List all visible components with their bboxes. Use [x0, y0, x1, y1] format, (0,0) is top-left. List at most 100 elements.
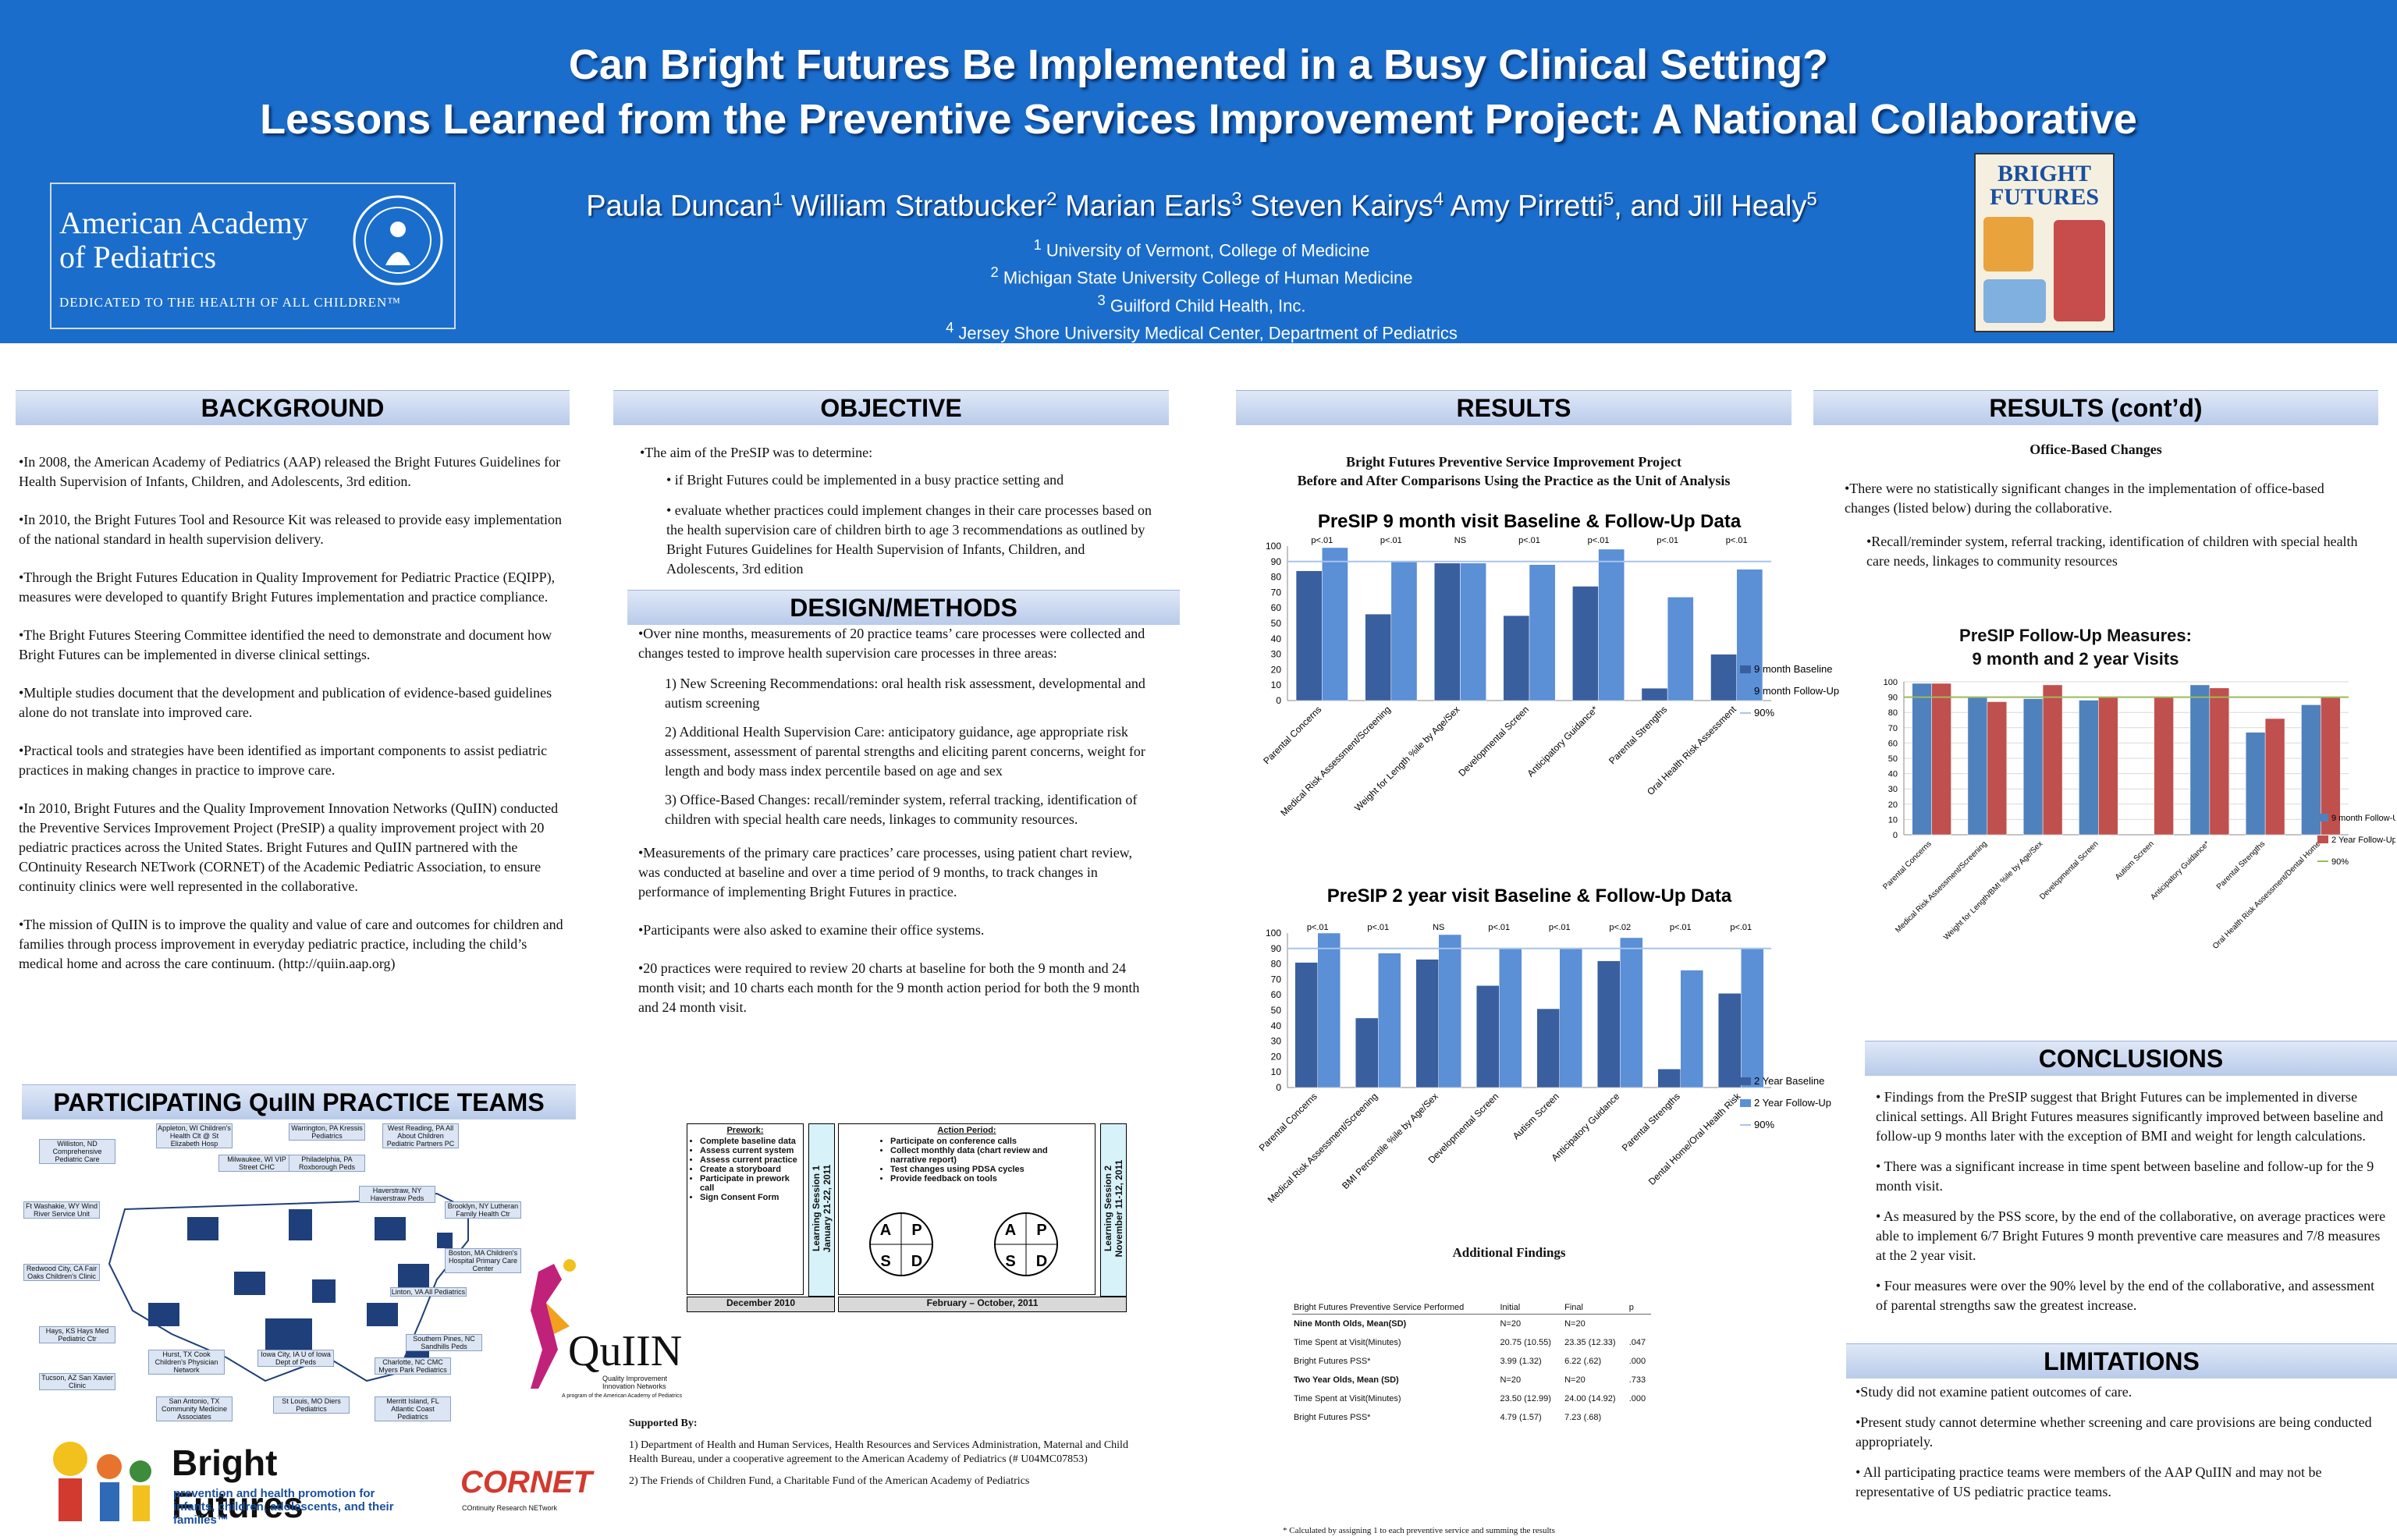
- practice-team-label: Tucson, AZ San Xavier Clinic: [39, 1373, 115, 1390]
- background-paragraph: •Practical tools and strategies have bee…: [19, 743, 548, 778]
- y-tick-label: 0: [1276, 1082, 1281, 1093]
- design-text: •Over nine months, measurements of 20 pr…: [638, 624, 1156, 1036]
- design-para-3: •20 practices were required to review 20…: [638, 960, 1140, 1015]
- bar: [1438, 934, 1462, 1088]
- affiliation-superscript: 1: [1033, 236, 1042, 253]
- pdsa-letter: A: [880, 1222, 891, 1239]
- bar: [1378, 953, 1401, 1088]
- legend-label: 9 month Follow-Up: [2331, 814, 2395, 823]
- y-tick-label: 80: [1271, 572, 1282, 583]
- y-tick-label: 100: [1266, 541, 1281, 552]
- x-category-label: Developmental Screen: [1456, 704, 1531, 779]
- y-tick-label: 90: [1271, 556, 1282, 567]
- objective-item-2: • evaluate whether practices could imple…: [666, 502, 1152, 577]
- conclusion-item: • Findings from the PreSIP suggest that …: [1876, 1089, 2384, 1144]
- additional-findings-title: Additional Findings: [1452, 1245, 1566, 1260]
- bright-futures-logo: Bright Futures prevention and health pro…: [39, 1435, 406, 1529]
- p-value-label: p<.01: [1307, 923, 1329, 932]
- poster-title-line2: Lessons Learned from the Preventive Serv…: [260, 96, 2137, 143]
- table-cell: 7.23 (.68): [1564, 1413, 1602, 1422]
- book-title-2: FUTURES: [1989, 184, 2100, 210]
- quiin-name: QuIIN: [568, 1327, 683, 1375]
- quiin-figure-icon: [531, 1259, 576, 1389]
- legend-label: 2 Year Baseline: [1754, 1075, 1824, 1087]
- bar: [2154, 697, 2174, 836]
- y-tick-label: 100: [1266, 928, 1281, 939]
- table-header-cell: Final: [1563, 1301, 1628, 1315]
- bar: [1529, 564, 1556, 701]
- followup-title-1: PreSIP Follow-Up Measures:: [1959, 626, 2192, 645]
- legend-label: 90%: [2331, 857, 2349, 867]
- background-text: •In 2008, the American Academy of Pediat…: [19, 452, 565, 992]
- table-cell: 6.22 (.62): [1564, 1357, 1602, 1366]
- bar: [1987, 701, 2008, 836]
- affiliation-text: American Academy of Pediatrics: [1084, 350, 1331, 371]
- design-para-2: •Participants were also asked to examine…: [638, 922, 985, 938]
- bar: [1967, 697, 1988, 836]
- supported-by: Supported By: 1) Department of Health an…: [629, 1417, 1128, 1489]
- bar: [1680, 970, 1704, 1088]
- x-category-label: Parental Concerns: [1261, 704, 1323, 766]
- affiliation-text: Michigan State University College of Hum…: [1003, 268, 1413, 288]
- table-row: Bright Futures PSS* 3.99 (1.32) 6.22 (.62)…: [1292, 1352, 1651, 1371]
- bright-futures-book-cover: BRIGHT FUTURES: [1974, 153, 2115, 332]
- table-header-cell: Bright Futures Preventive Service Perfor…: [1292, 1301, 1499, 1315]
- table-cell: .000: [1628, 1394, 1646, 1403]
- bar: [2321, 697, 2341, 836]
- p-value-label: p<.02: [1609, 923, 1631, 932]
- author-superscript: 5: [1603, 189, 1614, 210]
- x-category-label: Anticipatory Guidance*: [2149, 839, 2211, 902]
- legend-swatch: [1740, 1099, 1751, 1107]
- learning-session-2: Learning Session 2 November 11-12, 2011: [1100, 1123, 1127, 1297]
- affiliation-superscript: 5: [1072, 346, 1081, 364]
- pdsa-letter: A: [1005, 1222, 1016, 1239]
- table-cell: Nine Month Olds, Mean(SD): [1294, 1319, 1407, 1329]
- legend-swatch: [1740, 1077, 1751, 1085]
- y-tick-label: 80: [1888, 708, 1898, 718]
- y-tick-label: 0: [1893, 831, 1898, 840]
- pdsa-letter: P: [911, 1222, 922, 1239]
- x-category-label: Developmental Screen: [1426, 1091, 1501, 1166]
- affiliation: 1 University of Vermont, College of Medi…: [546, 234, 1857, 261]
- table-header-cell: p: [1627, 1301, 1651, 1315]
- conclusions-text: • Findings from the PreSIP suggest that …: [1876, 1088, 2386, 1326]
- practice-team-label: Warrington, PA Kressis Pediatrics: [289, 1123, 365, 1141]
- y-tick-label: 100: [1884, 678, 1898, 687]
- table-cell: 24.00 (14.92): [1564, 1394, 1616, 1403]
- background-paragraph: •In 2010, the Bright Futures Tool and Re…: [19, 512, 563, 547]
- bar: [1536, 1008, 1560, 1088]
- x-category-label: Autism Screen: [2114, 839, 2156, 882]
- p-value-label: p<.01: [1488, 923, 1510, 932]
- practice-team-label: Milwaukee, WI VIP Street CHC: [218, 1155, 295, 1172]
- background-paragraph: •In 2008, the American Academy of Pediat…: [19, 454, 561, 489]
- y-tick-label: 20: [1271, 1051, 1282, 1062]
- y-tick-label: 60: [1271, 602, 1282, 613]
- pdsa-letter: S: [1005, 1253, 1015, 1270]
- prework-item: Assess current system: [700, 1146, 800, 1155]
- poster-title-line1: Can Bright Futures Be Implemented in a B…: [568, 41, 1829, 88]
- table-row: Two Year Olds, Mean (SD) N=20 N=20 .733: [1292, 1371, 1651, 1389]
- table-cell: [1628, 1408, 1651, 1427]
- bar: [1667, 597, 1694, 701]
- p-value-label: p<.01: [1726, 536, 1748, 545]
- p-value-label: p<.01: [1518, 536, 1540, 545]
- p-value-label: p<.01: [1657, 536, 1678, 545]
- office-changes-text: •There were no statistically significant…: [1845, 479, 2360, 590]
- x-category-label: Medical Risk Assessment/Screening: [1266, 1091, 1380, 1205]
- affiliation-list: 1 University of Vermont, College of Medi…: [546, 234, 1857, 372]
- bar: [1596, 960, 1621, 1088]
- bar: [1741, 948, 1764, 1088]
- prework-item: Create a storyboard: [700, 1165, 800, 1174]
- quiin-sub1: Quality Improvement: [602, 1375, 668, 1382]
- timeline-diagram: Prework: Complete baseline dataAssess cu…: [687, 1123, 1127, 1312]
- author-name: Marian Earls: [1065, 190, 1232, 223]
- practice-team-label: San Antonio, TX Community Medicine Assoc…: [156, 1396, 233, 1421]
- bar: [2098, 697, 2118, 836]
- results-subtitle-2: Before and After Comparisons Using the P…: [1297, 473, 1731, 488]
- prework-item: Sign Consent Form: [700, 1193, 800, 1202]
- table-cell: [1628, 1315, 1651, 1334]
- affiliation: 2 Michigan State University College of H…: [546, 261, 1857, 289]
- table-cell: 4.79 (1.57): [1500, 1413, 1542, 1422]
- y-tick-label: 20: [1888, 800, 1898, 810]
- practice-team-label: Iowa City, IA U of Iowa Dept of Peds: [257, 1350, 334, 1367]
